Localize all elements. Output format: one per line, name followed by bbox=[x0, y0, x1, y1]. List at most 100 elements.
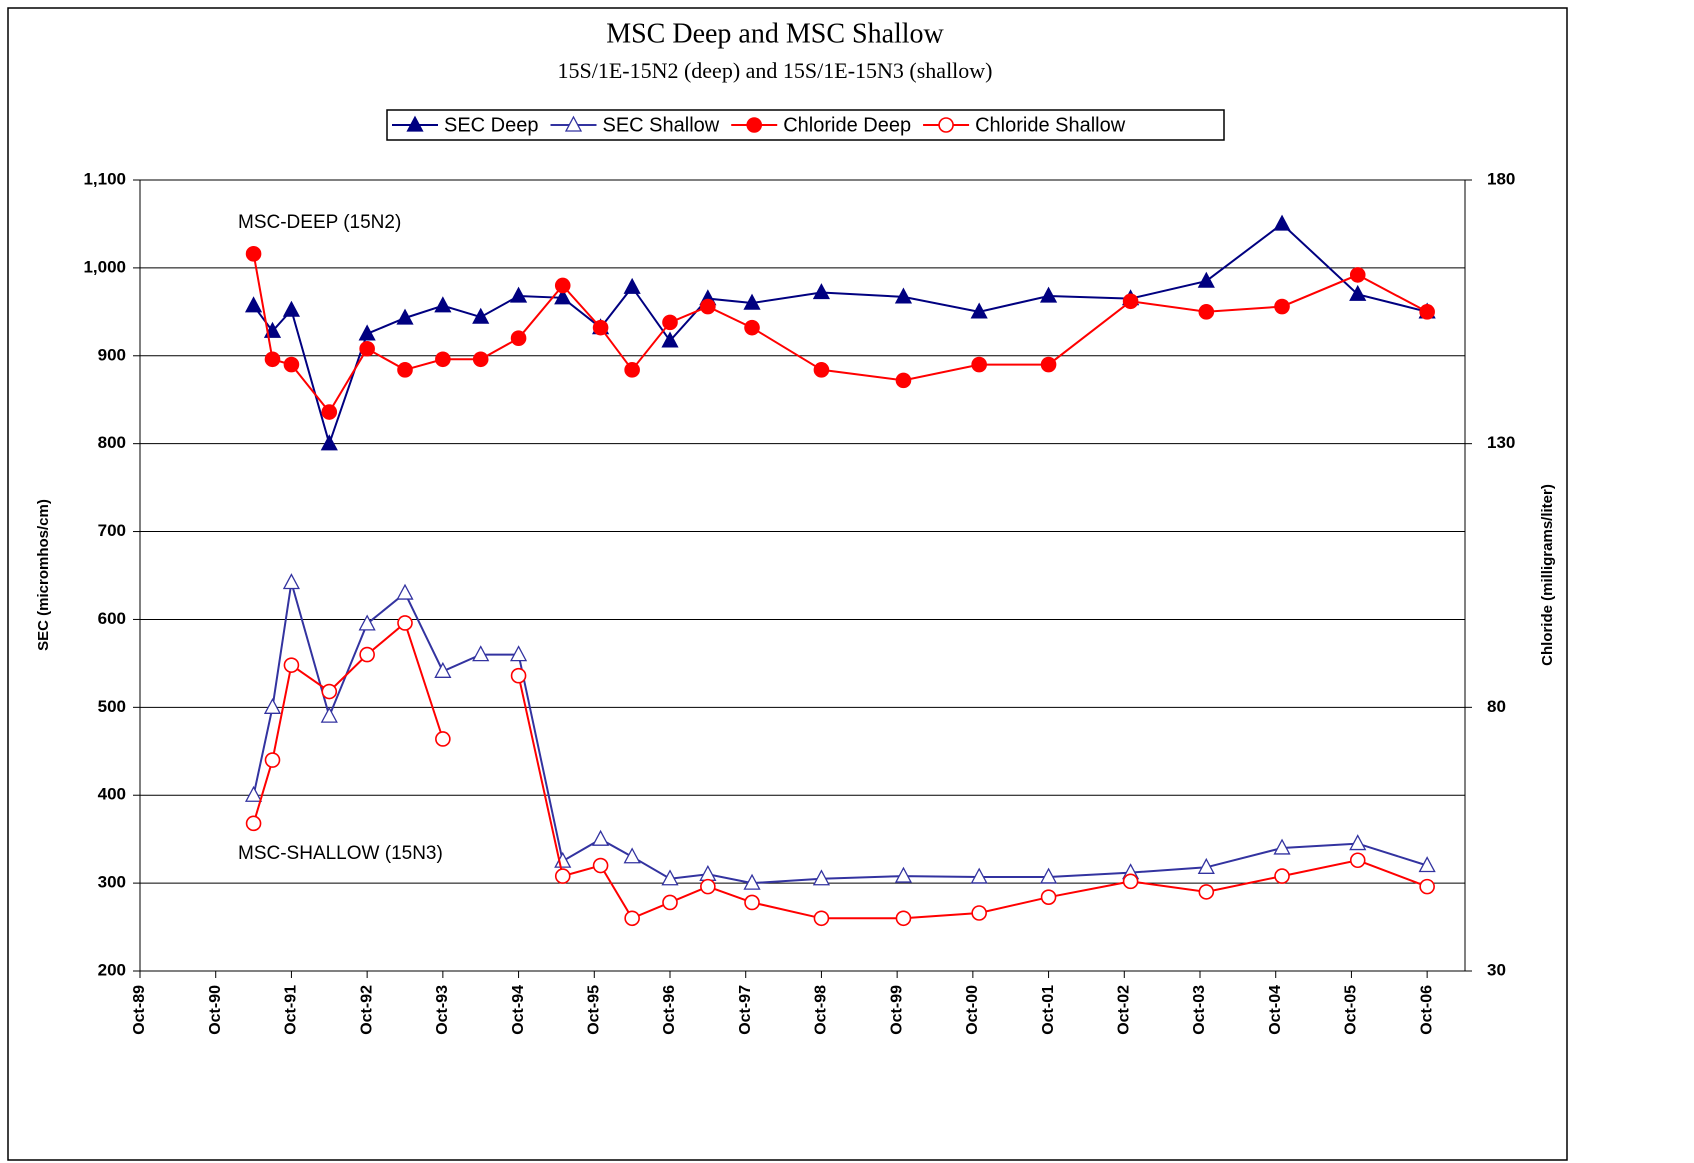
marker bbox=[1197, 857, 1215, 874]
marker bbox=[661, 331, 679, 348]
marker bbox=[894, 866, 913, 883]
x-tick-label: Oct-90 bbox=[207, 985, 224, 1035]
marker bbox=[434, 661, 452, 678]
marker bbox=[283, 356, 300, 373]
marker bbox=[662, 894, 678, 911]
marker bbox=[320, 434, 338, 451]
marker bbox=[434, 296, 452, 313]
marker bbox=[971, 356, 987, 373]
x-tick-label: Oct-01 bbox=[1040, 985, 1057, 1035]
marker bbox=[509, 286, 528, 303]
marker bbox=[1273, 214, 1291, 231]
marker bbox=[472, 645, 490, 662]
marker bbox=[263, 697, 282, 714]
marker bbox=[624, 362, 640, 378]
marker bbox=[359, 646, 375, 663]
y-tick-label: 200 bbox=[98, 960, 126, 979]
marker bbox=[1039, 286, 1058, 303]
y2-tick-label: 30 bbox=[1487, 960, 1506, 979]
marker bbox=[435, 731, 451, 747]
marker bbox=[1274, 298, 1290, 315]
y-tick-label: 1,100 bbox=[83, 169, 126, 188]
y2-tick-label: 80 bbox=[1487, 697, 1506, 716]
annotation: MSC-DEEP (15N2) bbox=[238, 212, 401, 233]
marker bbox=[1122, 293, 1139, 310]
x-tick-label: Oct-95 bbox=[586, 985, 603, 1035]
x-tick-label: Oct-94 bbox=[510, 985, 527, 1035]
marker bbox=[971, 905, 987, 921]
marker bbox=[1198, 304, 1215, 320]
legend-marker bbox=[564, 115, 583, 132]
marker bbox=[894, 287, 913, 304]
y-tick-label: 500 bbox=[98, 697, 126, 716]
marker bbox=[743, 293, 761, 310]
chart-subtitle: 15S/1E-15N2 (deep) and 15S/1E-15N3 (shal… bbox=[557, 58, 992, 83]
y-tick-label: 700 bbox=[98, 521, 126, 540]
y2-tick-label: 180 bbox=[1487, 169, 1515, 188]
marker bbox=[282, 573, 301, 590]
legend-label: SEC Deep bbox=[444, 114, 539, 136]
x-tick-label: Oct-03 bbox=[1191, 985, 1208, 1035]
marker bbox=[509, 645, 528, 662]
x-tick-label: Oct-00 bbox=[964, 985, 981, 1035]
marker bbox=[1349, 267, 1366, 283]
marker bbox=[1349, 834, 1367, 851]
x-tick-label: Oct-04 bbox=[1267, 985, 1284, 1035]
marker bbox=[358, 614, 376, 631]
marker bbox=[554, 868, 571, 884]
marker bbox=[623, 847, 641, 864]
marker bbox=[397, 362, 413, 378]
marker bbox=[592, 857, 609, 874]
marker bbox=[743, 873, 761, 890]
marker bbox=[320, 706, 338, 723]
marker bbox=[1273, 838, 1291, 855]
marker bbox=[662, 314, 678, 331]
marker bbox=[592, 319, 609, 336]
legend-marker bbox=[938, 117, 954, 133]
marker bbox=[813, 362, 830, 378]
marker bbox=[812, 283, 831, 300]
x-tick-label: Oct-97 bbox=[737, 985, 754, 1035]
marker bbox=[1039, 867, 1058, 884]
y-tick-label: 600 bbox=[98, 609, 126, 628]
y2-tick-label: 130 bbox=[1487, 433, 1515, 452]
y2-axis-label: Chloride (milligrams/liter) bbox=[1539, 484, 1556, 666]
marker bbox=[358, 324, 376, 341]
legend-label: SEC Shallow bbox=[603, 114, 720, 136]
y-axis-label: SEC (micromhos/cm) bbox=[35, 499, 52, 651]
marker bbox=[970, 867, 988, 884]
marker bbox=[472, 351, 489, 368]
marker bbox=[592, 829, 610, 846]
marker bbox=[1349, 284, 1367, 301]
x-tick-label: Oct-98 bbox=[813, 985, 830, 1035]
marker bbox=[554, 288, 572, 305]
marker bbox=[435, 351, 451, 368]
legend-marker bbox=[406, 115, 424, 132]
y-tick-label: 1,000 bbox=[83, 257, 126, 276]
x-tick-label: Oct-05 bbox=[1343, 985, 1360, 1035]
y-tick-label: 400 bbox=[98, 785, 126, 804]
marker bbox=[283, 657, 300, 673]
annotation: MSC-SHALLOW (15N3) bbox=[238, 843, 443, 864]
x-tick-label: Oct-02 bbox=[1116, 985, 1133, 1035]
marker bbox=[321, 683, 338, 700]
chart-title: MSC Deep and MSC Shallow bbox=[606, 18, 944, 49]
x-tick-label: Oct-92 bbox=[358, 985, 375, 1035]
plot-area bbox=[139, 179, 1466, 972]
marker bbox=[1040, 889, 1057, 905]
marker bbox=[895, 372, 912, 389]
x-tick-label: Oct-91 bbox=[283, 985, 300, 1035]
marker bbox=[321, 404, 338, 420]
marker bbox=[264, 351, 281, 368]
marker bbox=[700, 298, 716, 315]
marker bbox=[813, 910, 830, 927]
marker bbox=[245, 246, 262, 262]
marker bbox=[744, 319, 760, 336]
x-tick-label: Oct-93 bbox=[434, 985, 451, 1035]
marker bbox=[1122, 873, 1139, 890]
marker bbox=[396, 583, 414, 600]
marker bbox=[970, 302, 988, 319]
marker bbox=[282, 300, 301, 317]
